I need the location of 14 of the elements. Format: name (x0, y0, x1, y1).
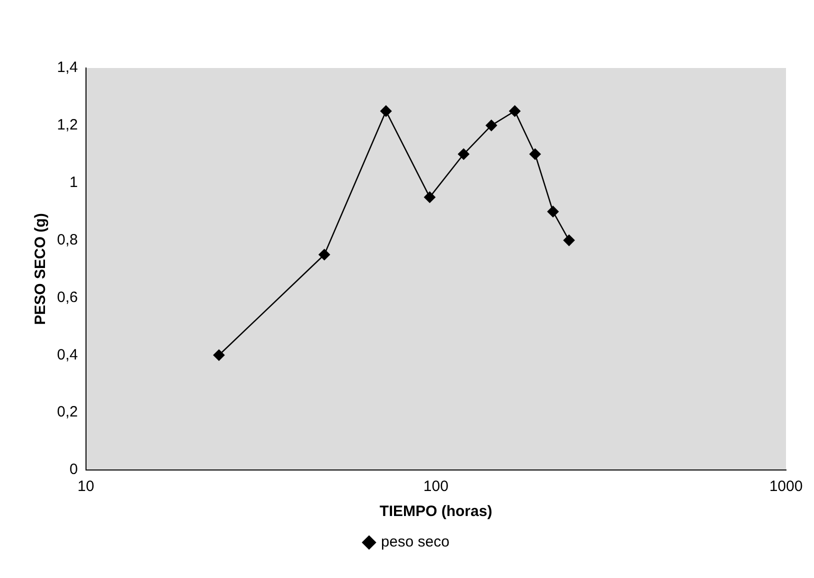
y-tick-label: 1,4 (56, 59, 78, 76)
y-tick-label: 0 (70, 461, 78, 478)
y-tick-label: 0,4 (56, 346, 78, 364)
y-tick-label: 1,2 (56, 116, 78, 134)
y-tick-label: 0,8 (56, 231, 78, 248)
y-tick-label: 0,2 (56, 404, 78, 421)
x-tick-label: 100 (423, 478, 448, 496)
y-axis-title: PESO SECO (g) (32, 213, 50, 325)
y-tick-label: 0,6 (56, 288, 78, 306)
x-axis-title: TIEMPO (horas) (380, 503, 492, 520)
y-tick-label: 1 (70, 174, 78, 191)
x-tick-label: 1000 (769, 478, 803, 496)
x-tick-label: 10 (78, 478, 94, 496)
legend-label: peso seco (381, 534, 450, 551)
